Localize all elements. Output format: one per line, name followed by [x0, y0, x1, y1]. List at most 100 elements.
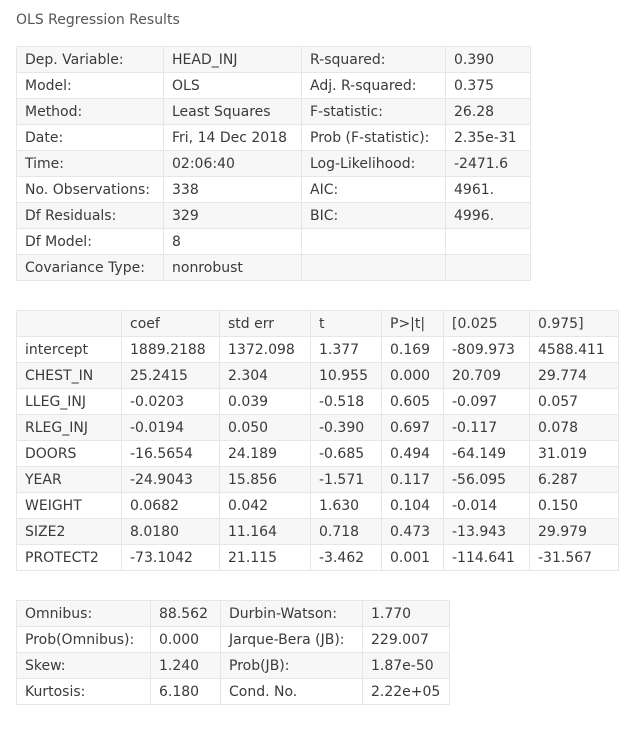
table-cell: Prob (F-statistic): — [301, 124, 446, 151]
table-cell: 0.169 — [381, 336, 444, 363]
table-cell: R-squared: — [301, 46, 446, 73]
table-cell: Kurtosis: — [16, 678, 151, 705]
table-cell: -0.0203 — [121, 388, 220, 415]
table-cell — [16, 310, 122, 337]
table-row: coef std err t P>|t| [0.025 0.975] — [16, 310, 619, 337]
table-cell: Cond. No. — [220, 678, 363, 705]
table-cell: Log-Likelihood: — [301, 150, 446, 177]
table-cell: Prob(JB): — [220, 652, 363, 679]
table-cell: 1889.2188 — [121, 336, 220, 363]
table-cell: F-statistic: — [301, 98, 446, 125]
table-cell: DOORS — [16, 440, 122, 467]
table-cell: Model: — [16, 72, 164, 99]
table-cell: -1.571 — [310, 466, 382, 493]
table-row: No. Observations: 338 AIC: 4961. — [16, 176, 531, 203]
table-cell: -0.0194 — [121, 414, 220, 441]
table-cell: nonrobust — [163, 254, 302, 281]
table-cell: 2.304 — [219, 362, 311, 389]
table-cell: 1.377 — [310, 336, 382, 363]
table-cell: Omnibus: — [16, 600, 151, 627]
table-cell: P>|t| — [381, 310, 444, 337]
table-row: RLEG_INJ -0.0194 0.050 -0.390 0.697 -0.117 0.0… — [16, 414, 619, 441]
table-cell — [301, 254, 446, 281]
table-cell: -31.567 — [529, 544, 619, 571]
table-cell: -0.014 — [443, 492, 530, 519]
table-row: SIZE2 8.0180 11.164 0.718 0.473 -13.943 29.979 — [16, 518, 619, 545]
table-cell: CHEST_IN — [16, 362, 122, 389]
table-cell: OLS — [163, 72, 302, 99]
table-cell: HEAD_INJ — [163, 46, 302, 73]
table-cell: -0.685 — [310, 440, 382, 467]
table-cell: Jarque-Bera (JB): — [220, 626, 363, 653]
table-cell: 15.856 — [219, 466, 311, 493]
table-cell: -0.117 — [443, 414, 530, 441]
table-cell: 25.2415 — [121, 362, 220, 389]
table-cell: 4996. — [445, 202, 531, 229]
table-cell: BIC: — [301, 202, 446, 229]
table-row: Time: 02:06:40 Log-Likelihood: -2471.6 — [16, 150, 531, 177]
table-row: YEAR -24.9043 15.856 -1.571 0.117 -56.095 6.28… — [16, 466, 619, 493]
table-cell: 26.28 — [445, 98, 531, 125]
table-cell: LLEG_INJ — [16, 388, 122, 415]
table-cell: std err — [219, 310, 311, 337]
table-cell: 0.390 — [445, 46, 531, 73]
table-cell: Df Model: — [16, 228, 164, 255]
table-cell: Time: — [16, 150, 164, 177]
table-cell: PROTECT2 — [16, 544, 122, 571]
summary-table: Dep. Variable: HEAD_INJ R-squared: 0.390 Mod… — [16, 46, 531, 281]
table-cell: -73.1042 — [121, 544, 220, 571]
table-cell: 0.117 — [381, 466, 444, 493]
table-cell: 0.473 — [381, 518, 444, 545]
table-row: Skew: 1.240 Prob(JB): 1.87e-50 — [16, 652, 450, 679]
table-cell: 0.057 — [529, 388, 619, 415]
table-row: LLEG_INJ -0.0203 0.039 -0.518 0.605 -0.097 0.0… — [16, 388, 619, 415]
table-cell: Durbin-Watson: — [220, 600, 363, 627]
table-row: Covariance Type: nonrobust — [16, 254, 531, 281]
table-row: Date: Fri, 14 Dec 2018 Prob (F-statistic):… — [16, 124, 531, 151]
table-cell: 24.189 — [219, 440, 311, 467]
table-cell: 29.774 — [529, 362, 619, 389]
table-cell: 0.150 — [529, 492, 619, 519]
table-cell: 29.979 — [529, 518, 619, 545]
table-row: Kurtosis: 6.180 Cond. No. 2.22e+05 — [16, 678, 450, 705]
table-cell: WEIGHT — [16, 492, 122, 519]
table-cell: [0.025 — [443, 310, 530, 337]
table-cell: Skew: — [16, 652, 151, 679]
table-cell: 4961. — [445, 176, 531, 203]
table-cell: Fri, 14 Dec 2018 — [163, 124, 302, 151]
table-row: intercept 1889.2188 1372.098 1.377 0.169 -809… — [16, 336, 619, 363]
table-row: CHEST_IN 25.2415 2.304 10.955 0.000 20.709 29.… — [16, 362, 619, 389]
table-cell: -2471.6 — [445, 150, 531, 177]
table-cell: 6.287 — [529, 466, 619, 493]
table-cell: 20.709 — [443, 362, 530, 389]
table-cell: 02:06:40 — [163, 150, 302, 177]
table-cell: -24.9043 — [121, 466, 220, 493]
table-cell: 338 — [163, 176, 302, 203]
table-cell: -0.097 — [443, 388, 530, 415]
table-cell: intercept — [16, 336, 122, 363]
table-cell: -16.5654 — [121, 440, 220, 467]
table-cell: 229.007 — [362, 626, 450, 653]
table-row: Model: OLS Adj. R-squared: 0.375 — [16, 72, 531, 99]
table-cell: Least Squares — [163, 98, 302, 125]
table-cell: 8 — [163, 228, 302, 255]
table-cell: Dep. Variable: — [16, 46, 164, 73]
results-title: OLS Regression Results — [16, 12, 180, 28]
table-cell: -809.973 — [443, 336, 530, 363]
table-cell: 0.494 — [381, 440, 444, 467]
table-cell: -3.462 — [310, 544, 382, 571]
table-cell: SIZE2 — [16, 518, 122, 545]
table-cell: 0.050 — [219, 414, 311, 441]
table-cell: -0.390 — [310, 414, 382, 441]
table-cell: 0.718 — [310, 518, 382, 545]
table-cell: -56.095 — [443, 466, 530, 493]
table-row: PROTECT2 -73.1042 21.115 -3.462 0.001 -114.64… — [16, 544, 619, 571]
table-cell: 4588.411 — [529, 336, 619, 363]
table-cell: 1.87e-50 — [362, 652, 450, 679]
table-cell: 0.697 — [381, 414, 444, 441]
table-cell: -13.943 — [443, 518, 530, 545]
coefficients-table: coef std err t P>|t| [0.025 0.975] intercept 18… — [16, 310, 619, 571]
table-cell: 0.975] — [529, 310, 619, 337]
table-cell: 0.104 — [381, 492, 444, 519]
table-cell: 0.605 — [381, 388, 444, 415]
